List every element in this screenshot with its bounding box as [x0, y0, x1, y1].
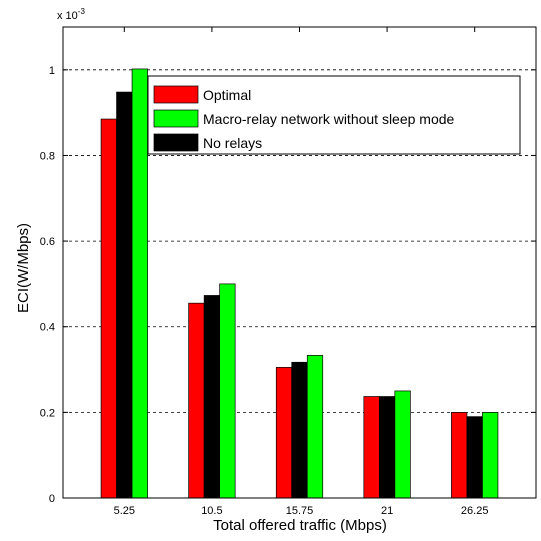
bar: [451, 412, 468, 499]
y-tick-label: 0: [49, 493, 55, 505]
x-axis-ticks: 5.25 10.5 15.75 21 26.25: [114, 27, 489, 517]
legend: Optimal Macro-relay network without sleep…: [147, 75, 521, 155]
bar: [306, 355, 324, 499]
x-tick-label: 21: [381, 505, 393, 517]
bar: [466, 416, 483, 499]
legend-box: [147, 75, 521, 155]
y-tick-label: 1: [49, 65, 55, 77]
legend-swatch: [153, 109, 199, 128]
y-tick-label: 0.4: [40, 322, 55, 334]
bars: [100, 68, 499, 499]
bar: [291, 361, 308, 499]
y-multiplier-exponent: -3: [78, 7, 86, 16]
bar: [131, 68, 148, 499]
x-tick-label: 26.25: [461, 505, 489, 517]
x-tick-label: 15.75: [286, 505, 314, 517]
y-multiplier: x 10-3: [57, 7, 85, 22]
legend-label: Macro-relay network without sleep mode: [203, 111, 455, 127]
bar: [100, 118, 117, 499]
y-tick-label: 0.8: [40, 150, 55, 162]
x-tick-label: 5.25: [114, 505, 135, 517]
y-axis-ticks: 0 0.2 0.4 0.6 0.8 1: [40, 65, 536, 505]
bar: [116, 91, 133, 499]
x-axis-title: Total offered traffic (Mbps): [213, 517, 387, 534]
legend-swatch: [153, 85, 199, 104]
bar: [219, 283, 236, 499]
x-tick-label: 10.5: [201, 505, 222, 517]
bar: [188, 302, 205, 499]
bar: [203, 295, 221, 499]
bar: [363, 396, 380, 499]
y-tick-label: 0.6: [40, 236, 55, 248]
bar: [378, 396, 396, 499]
bar: [482, 412, 499, 499]
bar: [275, 367, 293, 499]
legend-label: No relays: [203, 135, 262, 151]
legend-swatch: [153, 133, 199, 152]
y-multiplier-base: x 10: [57, 10, 78, 22]
y-tick-label: 0.2: [40, 407, 55, 419]
bar: [394, 390, 411, 499]
y-axis-title: ECI(W/Mbps): [15, 223, 32, 313]
legend-label: Optimal: [203, 87, 251, 103]
